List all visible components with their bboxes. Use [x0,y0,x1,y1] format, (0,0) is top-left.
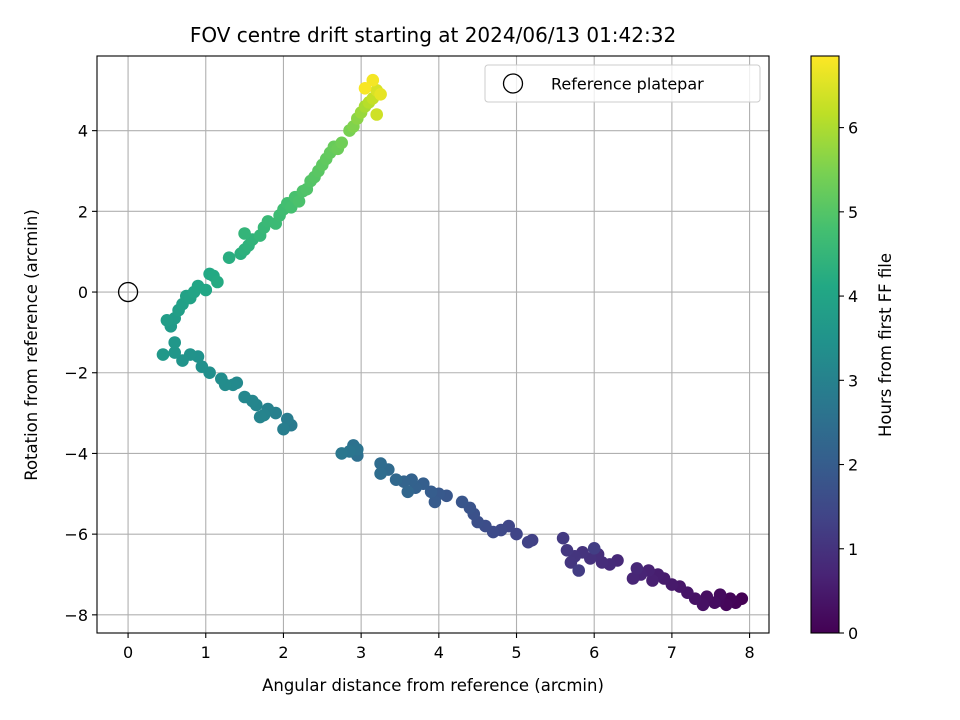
legend-reference-marker [502,73,524,94]
scatter-point [646,574,659,587]
colorbar-tick-label: 5 [848,203,858,222]
y-tick-label: 4 [78,122,88,141]
scatter-point [176,354,189,367]
x-tick-label: 2 [278,643,288,662]
x-tick-label: 1 [201,643,211,662]
scatter-point [389,473,403,487]
legend: Reference platepar [484,64,761,103]
y-tick-label: −6 [64,525,88,544]
scatter-point [428,495,442,509]
scatter-point [587,542,601,555]
colorbar-gradient [810,55,840,634]
scatter-point [168,346,181,359]
scatter-point [374,88,387,101]
scatter-point [238,227,251,240]
scatter-point [277,422,290,436]
y-axis-label: Rotation from reference (arcmin) [22,209,41,481]
scatter-point [374,467,387,480]
scatter-point [564,556,578,569]
scatter-point [424,485,438,499]
y-tick-label: −2 [64,364,88,383]
colorbar: 0 1 2 3 4 5 6 Hours from first FF file [810,55,895,643]
scatter-point [370,108,384,121]
chart-title: FOV centre drift starting at 2024/06/13 … [190,23,676,47]
scatter-point [630,562,644,575]
y-tick-label: 0 [78,283,88,302]
x-tick-label: 5 [511,643,521,662]
scatter-point [160,314,174,327]
scatter-point [335,447,349,460]
scatter-point [556,531,570,545]
scatter-point [560,544,574,557]
x-tick-label: 6 [589,643,599,662]
scatter-point [168,336,181,349]
scatter-point [292,195,306,208]
data-points [156,73,749,612]
scatter-point [156,348,170,361]
scatter-point [195,360,209,374]
legend-label: Reference platepar [551,75,704,94]
colorbar-label: Hours from first FF file [876,253,895,437]
scatter-point [281,412,294,426]
scatter-point [253,410,267,424]
plot-frame [96,55,770,634]
x-tick-label: 4 [434,643,444,662]
y-axis-ticks: −8 −6 −4 −2 0 2 4 [64,122,97,625]
x-tick-label: 7 [667,643,677,662]
x-tick-label: 0 [123,643,133,662]
x-axis-ticks: 0 1 2 3 4 5 6 7 8 [123,633,755,662]
x-tick-label: 3 [356,643,366,662]
scatter-point [521,535,535,549]
scatter-point [366,73,380,87]
scatter-point [374,457,387,470]
y-tick-label: 2 [78,202,88,221]
colorbar-tick-label: 4 [848,287,858,306]
scatter-point [358,82,372,95]
scatter-point [572,564,585,577]
scatter-point [455,495,469,509]
y-tick-label: −4 [64,444,88,463]
x-tick-label: 8 [744,643,754,662]
colorbar-tick-label: 0 [848,624,858,643]
scatter-point [222,251,236,264]
legend-box [484,64,761,103]
scatter-point [215,372,228,386]
reference-platepar-marker [117,281,139,303]
grid-lines [97,56,769,633]
colorbar-tick-label: 3 [848,371,858,390]
scatter-point [401,485,415,499]
scatter-point [510,527,523,541]
scatter-point [335,136,349,150]
scatter-point [199,283,213,297]
colorbar-tick-label: 1 [848,540,858,559]
scatter-point [626,572,640,585]
scatter-point [211,275,224,289]
reference-marker-layer [117,281,139,303]
x-axis-label: Angular distance from reference (arcmin) [262,676,604,695]
y-tick-label: −8 [64,606,88,625]
colorbar-tick-label: 6 [848,119,858,138]
scatter-point [238,390,251,404]
colorbar-ticks: 0 1 2 3 4 5 6 [839,119,858,643]
colorbar-tick-label: 2 [848,456,858,475]
